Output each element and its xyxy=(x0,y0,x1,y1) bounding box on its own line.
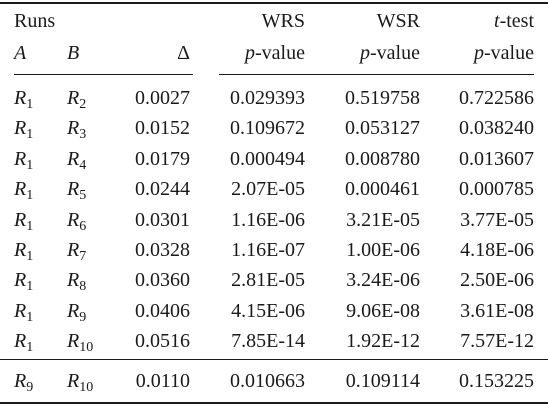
header-ttest-pvalue: p-value xyxy=(474,41,534,65)
ttest-pvalue-cell: 3.77E-05 xyxy=(460,209,534,231)
wrs-pvalue-cell: 1.16E-07 xyxy=(231,239,305,261)
pvalue-p: p xyxy=(360,42,371,64)
delta-cell: 0.0110 xyxy=(135,370,190,392)
run-a-cell: R1 xyxy=(14,178,34,203)
run-b-cell: R8 xyxy=(67,269,87,294)
ttest-pvalue-cell: 0.000785 xyxy=(459,178,534,200)
header-wsr: WSR xyxy=(376,10,420,32)
cmidrule-runs xyxy=(14,74,193,75)
run-a-cell: R1 xyxy=(14,300,34,325)
wrs-pvalue-cell: 7.85E-14 xyxy=(231,330,305,352)
wsr-pvalue-cell: 0.008780 xyxy=(345,148,420,170)
run-a-cell: R1 xyxy=(14,117,34,142)
delta-cell: 0.0027 xyxy=(135,87,190,109)
ttest-pvalue-cell: 4.18E-06 xyxy=(460,239,534,261)
delta-cell: 0.0406 xyxy=(135,300,190,322)
wrs-pvalue-cell: 2.81E-05 xyxy=(231,269,305,291)
wsr-pvalue-cell: 0.519758 xyxy=(345,87,420,109)
header-col-a: A xyxy=(14,42,27,64)
ttest-pvalue-cell: 3.61E-08 xyxy=(460,300,534,322)
ttest-pvalue-cell: 0.038240 xyxy=(459,117,534,139)
header-runs: Runs xyxy=(14,10,56,32)
delta-cell: 0.0301 xyxy=(135,209,190,231)
run-b-cell: R3 xyxy=(67,117,87,142)
run-b-cell: R5 xyxy=(67,178,87,203)
run-a-cell: R1 xyxy=(14,209,34,234)
run-b-cell: R10 xyxy=(67,370,94,395)
top-rule xyxy=(0,2,548,4)
delta-cell: 0.0244 xyxy=(135,178,190,200)
delta-cell: 0.0179 xyxy=(135,148,190,170)
run-a-cell: R1 xyxy=(14,148,34,173)
run-a-cell: R1 xyxy=(14,330,34,355)
run-b-cell: R6 xyxy=(67,209,87,234)
ttest-pvalue-cell: 2.50E-06 xyxy=(460,269,534,291)
delta-cell: 0.0152 xyxy=(135,117,190,139)
wsr-pvalue-cell: 9.06E-08 xyxy=(346,300,420,322)
wrs-pvalue-cell: 1.16E-06 xyxy=(231,209,305,231)
run-a-cell: R1 xyxy=(14,87,34,112)
header-wrs-pvalue: p-value xyxy=(245,41,305,65)
wsr-pvalue-cell: 3.21E-05 xyxy=(346,209,420,231)
run-a-cell: R1 xyxy=(14,239,34,264)
header-ttest-rest: -test xyxy=(499,10,534,32)
delta-cell: 0.0516 xyxy=(135,330,190,352)
run-b-cell: R10 xyxy=(67,330,94,355)
pvalue-rest: -value xyxy=(370,42,420,64)
run-b-cell: R4 xyxy=(67,148,87,173)
bottom-rule xyxy=(0,402,548,404)
run-b-cell: R9 xyxy=(67,300,87,325)
header-wrs: WRS xyxy=(261,10,305,32)
header-col-delta: Δ xyxy=(177,42,190,64)
wrs-pvalue-cell: 0.029393 xyxy=(230,87,305,109)
wsr-pvalue-cell: 0.000461 xyxy=(345,178,420,200)
wsr-pvalue-cell: 1.92E-12 xyxy=(346,330,420,352)
wrs-pvalue-cell: 0.109672 xyxy=(230,117,305,139)
pvalue-rest: -value xyxy=(255,42,305,64)
delta-cell: 0.0360 xyxy=(135,269,190,291)
wrs-pvalue-cell: 0.000494 xyxy=(230,148,305,170)
wsr-pvalue-cell: 1.00E-06 xyxy=(346,239,420,261)
header-wsr-pvalue: p-value xyxy=(360,41,420,65)
pvalue-p: p xyxy=(245,42,256,64)
run-b-cell: R7 xyxy=(67,239,87,264)
ttest-pvalue-cell: 0.153225 xyxy=(459,370,534,392)
wrs-pvalue-cell: 4.15E-06 xyxy=(231,300,305,322)
run-a-cell: R9 xyxy=(14,370,34,395)
ttest-pvalue-cell: 0.722586 xyxy=(459,87,534,109)
pvalue-p: p xyxy=(474,42,485,64)
header-col-b: B xyxy=(67,42,80,64)
run-a-cell: R1 xyxy=(14,269,34,294)
pvalue-rest: -value xyxy=(484,42,534,64)
mid-rule xyxy=(0,359,548,360)
wsr-pvalue-cell: 0.053127 xyxy=(345,117,420,139)
wsr-pvalue-cell: 0.109114 xyxy=(345,370,420,392)
ttest-pvalue-cell: 7.57E-12 xyxy=(460,330,534,352)
delta-cell: 0.0328 xyxy=(135,239,190,261)
header-ttest-t: t xyxy=(494,10,500,32)
header-ttest: t-test xyxy=(494,9,534,33)
wrs-pvalue-cell: 0.010663 xyxy=(230,370,305,392)
wrs-pvalue-cell: 2.07E-05 xyxy=(231,178,305,200)
run-b-cell: R2 xyxy=(67,87,87,112)
wsr-pvalue-cell: 3.24E-06 xyxy=(346,269,420,291)
cmidrule-pvalues xyxy=(219,74,534,75)
ttest-pvalue-cell: 0.013607 xyxy=(459,148,534,170)
